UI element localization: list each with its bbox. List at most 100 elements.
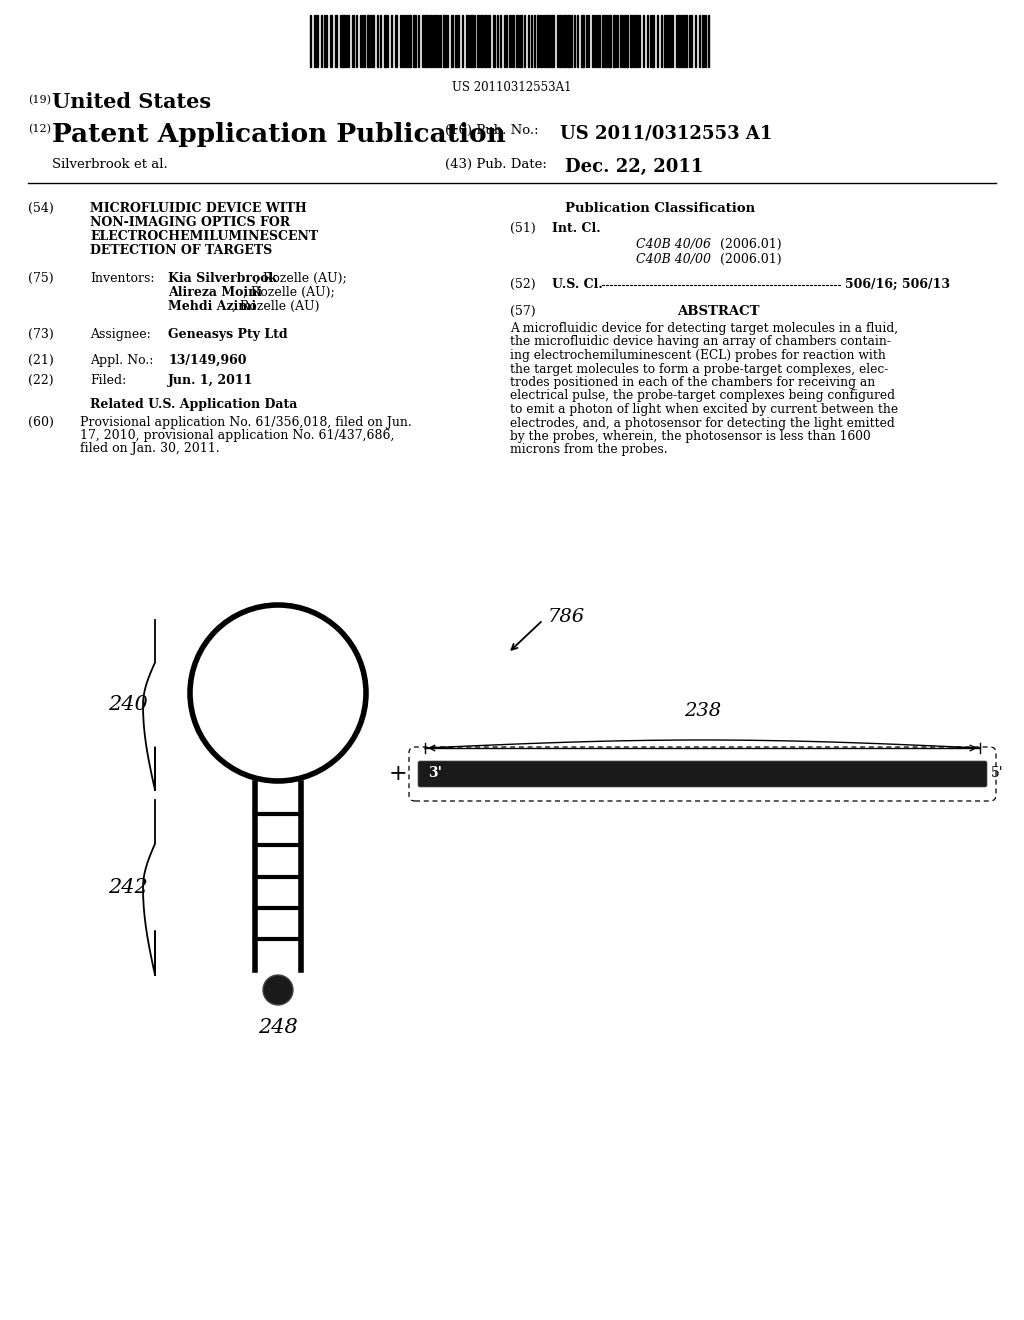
Text: US 2011/0312553 A1: US 2011/0312553 A1 (560, 124, 772, 143)
Text: MICROFLUIDIC DEVICE WITH: MICROFLUIDIC DEVICE WITH (90, 202, 307, 215)
Text: filed on Jan. 30, 2011.: filed on Jan. 30, 2011. (80, 442, 219, 455)
Text: +: + (389, 763, 408, 785)
Text: the microfluidic device having an array of chambers contain-: the microfluidic device having an array … (510, 335, 891, 348)
Bar (559, 15, 562, 67)
Bar (367, 15, 370, 67)
Bar (563, 15, 566, 67)
Text: (57): (57) (510, 305, 536, 318)
Bar (480, 15, 483, 67)
Bar (519, 15, 522, 67)
Bar (430, 15, 432, 67)
Bar (581, 15, 584, 67)
Text: Assignee:: Assignee: (90, 327, 151, 341)
Bar (702, 15, 705, 67)
Text: C40B 40/00: C40B 40/00 (636, 253, 711, 267)
Text: (2006.01): (2006.01) (720, 238, 781, 251)
Text: NON-IMAGING OPTICS FOR: NON-IMAGING OPTICS FOR (90, 216, 290, 228)
Text: C40B 40/06: C40B 40/06 (636, 238, 711, 251)
Bar (335, 15, 337, 67)
Text: A microfluidic device for detecting target molecules in a fluid,: A microfluidic device for detecting targ… (510, 322, 898, 335)
Bar (484, 15, 487, 67)
Text: US 20110312553A1: US 20110312553A1 (453, 81, 571, 94)
Text: 5': 5' (991, 766, 1004, 780)
Text: ABSTRACT: ABSTRACT (677, 305, 759, 318)
Text: 3': 3' (428, 766, 442, 780)
Text: , Rozelle (AU);: , Rozelle (AU); (255, 272, 347, 285)
Text: (51): (51) (510, 222, 536, 235)
Text: (73): (73) (28, 327, 53, 341)
Bar (384, 15, 386, 67)
Text: trodes positioned in each of the chambers for receiving an: trodes positioned in each of the chamber… (510, 376, 876, 389)
Text: (52): (52) (510, 279, 536, 290)
Text: electrical pulse, the probe-target complexes being configured: electrical pulse, the probe-target compl… (510, 389, 895, 403)
Bar (330, 15, 332, 67)
Text: (19): (19) (28, 95, 51, 106)
Text: electrodes, and, a photosensor for detecting the light emitted: electrodes, and, a photosensor for detec… (510, 417, 895, 429)
Text: (10) Pub. No.:: (10) Pub. No.: (445, 124, 539, 137)
Bar (451, 15, 453, 67)
Text: Mehdi Azimi: Mehdi Azimi (168, 300, 256, 313)
Text: Filed:: Filed: (90, 374, 126, 387)
Bar (424, 15, 427, 67)
Bar (435, 15, 437, 67)
Bar (314, 15, 316, 67)
Text: ing electrochemiluminescent (ECL) probes for reaction with: ing electrochemiluminescent (ECL) probes… (510, 348, 886, 362)
Bar (457, 15, 459, 67)
Bar (626, 15, 628, 67)
Bar (652, 15, 654, 67)
Bar (678, 15, 680, 67)
Bar (466, 15, 469, 67)
Bar (540, 15, 542, 67)
Bar (667, 15, 669, 67)
Bar (633, 15, 636, 67)
Text: Geneasys Pty Ltd: Geneasys Pty Ltd (168, 327, 288, 341)
Bar (352, 15, 354, 67)
Text: 17, 2010, provisional application No. 61/437,686,: 17, 2010, provisional application No. 61… (80, 429, 394, 442)
Text: microns from the probes.: microns from the probes. (510, 444, 668, 457)
Bar (630, 15, 632, 67)
Text: by the probes, wherein, the photosensor is less than 1600: by the probes, wherein, the photosensor … (510, 430, 870, 444)
Bar (545, 15, 548, 67)
Text: ELECTROCHEMILUMINESCENT: ELECTROCHEMILUMINESCENT (90, 230, 318, 243)
Text: (12): (12) (28, 124, 51, 135)
Text: Silverbrook et al.: Silverbrook et al. (52, 158, 168, 172)
Text: Appl. No.:: Appl. No.: (90, 354, 154, 367)
Text: to emit a photon of light when excited by current between the: to emit a photon of light when excited b… (510, 403, 898, 416)
Text: Patent Application Publication: Patent Application Publication (52, 121, 506, 147)
Bar (608, 15, 611, 67)
Bar (602, 15, 604, 67)
Bar (400, 15, 402, 67)
Bar (371, 15, 374, 67)
Text: Jun. 1, 2011: Jun. 1, 2011 (168, 374, 253, 387)
Bar (664, 15, 666, 67)
Text: the target molecules to form a probe-target complexes, elec-: the target molecules to form a probe-tar… (510, 363, 889, 375)
Text: Provisional application No. 61/356,018, filed on Jun.: Provisional application No. 61/356,018, … (80, 416, 412, 429)
Bar (413, 15, 416, 67)
Text: (2006.01): (2006.01) (720, 253, 781, 267)
Text: 13/149,960: 13/149,960 (168, 354, 247, 367)
Text: , Rozelle (AU): , Rozelle (AU) (231, 300, 319, 313)
Bar (551, 15, 554, 67)
Text: (54): (54) (28, 202, 53, 215)
Text: (21): (21) (28, 354, 53, 367)
Bar (443, 15, 446, 67)
Text: (75): (75) (28, 272, 53, 285)
Text: 242: 242 (108, 878, 147, 898)
Text: Related U.S. Application Data: Related U.S. Application Data (90, 399, 297, 411)
Text: 786: 786 (548, 609, 585, 626)
Text: Int. Cl.: Int. Cl. (552, 222, 601, 235)
Text: Inventors:: Inventors: (90, 272, 155, 285)
Text: (60): (60) (28, 416, 54, 429)
Text: , Rozelle (AU);: , Rozelle (AU); (244, 286, 335, 300)
Text: Kia Silverbrook: Kia Silverbrook (168, 272, 278, 285)
Text: 238: 238 (684, 702, 721, 719)
Bar (684, 15, 687, 67)
Text: (43) Pub. Date:: (43) Pub. Date: (445, 158, 547, 172)
Bar (516, 15, 518, 67)
Text: Publication Classification: Publication Classification (565, 202, 755, 215)
FancyBboxPatch shape (418, 762, 987, 787)
Bar (493, 15, 495, 67)
Bar (598, 15, 600, 67)
Bar (409, 15, 411, 67)
Text: (22): (22) (28, 374, 53, 387)
